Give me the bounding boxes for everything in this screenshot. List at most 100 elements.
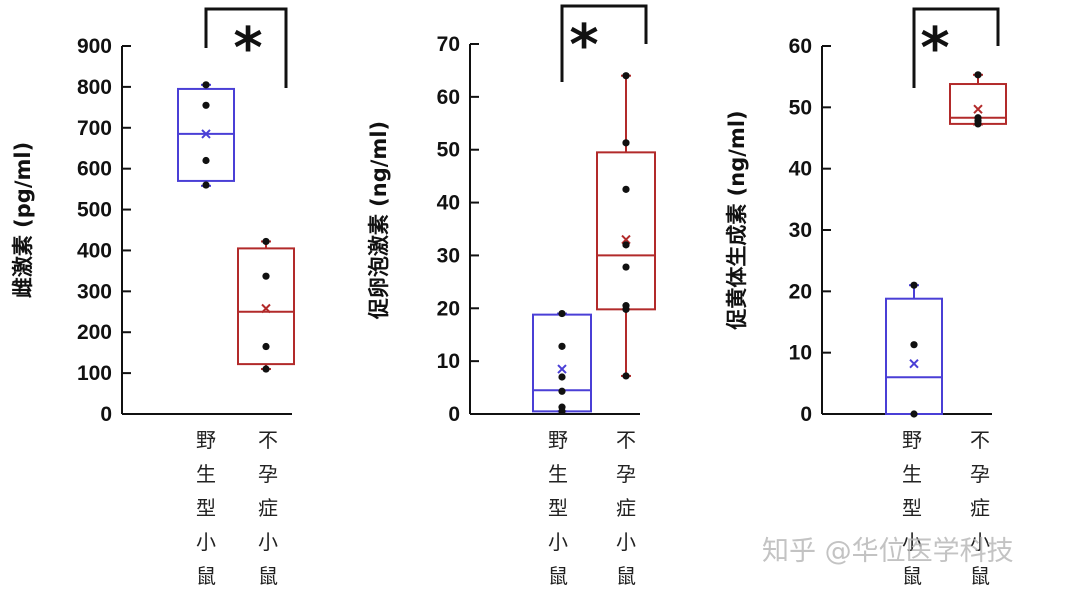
y-tick-label: 50: [437, 139, 460, 162]
data-point: [558, 309, 566, 318]
watermark-text: 知乎 @华位医学科技: [762, 536, 1014, 567]
data-point: [558, 342, 566, 350]
category-label-char: 型: [902, 496, 922, 520]
data-point: [910, 410, 918, 418]
y-tick-label: 40: [789, 158, 812, 181]
y-tick-label: 600: [77, 158, 112, 181]
y-tick-label: 300: [77, 280, 112, 303]
y-tick-label: 0: [100, 403, 112, 426]
y-tick-label: 40: [437, 192, 460, 215]
box: [237, 247, 295, 366]
category-label-char: 症: [258, 496, 278, 520]
box: [596, 151, 656, 311]
data-point: [622, 72, 630, 80]
category-label-char: 鼠: [616, 564, 636, 588]
y-tick-label: 60: [789, 35, 812, 58]
mean-marker: [557, 364, 567, 374]
data-point: [262, 272, 270, 280]
y-tick-label: 100: [77, 362, 112, 385]
category-label-char: 不: [258, 428, 278, 452]
significance-star: *: [920, 16, 949, 81]
category-label-char: 鼠: [196, 564, 216, 588]
y-axis-label: 促卵泡激素 (ng/ml): [367, 121, 391, 320]
y-tick-label: 10: [437, 350, 460, 373]
data-point: [262, 342, 270, 351]
data-point: [974, 71, 982, 79]
significance-star: *: [233, 16, 262, 81]
y-tick-label: 20: [789, 280, 812, 303]
mean-marker: [621, 234, 631, 245]
data-point: [622, 372, 630, 380]
data-point: [910, 281, 918, 289]
series-2: [237, 237, 295, 373]
data-point: [974, 120, 982, 128]
data-point: [262, 237, 270, 246]
data-point: [202, 81, 210, 89]
y-tick-label: 400: [77, 239, 112, 262]
mean-marker: [973, 104, 983, 114]
data-point: [622, 139, 630, 147]
category-label-char: 鼠: [902, 564, 922, 588]
mean-marker: [201, 129, 211, 139]
category-label-char: 小: [970, 530, 990, 554]
category-label-char: 鼠: [548, 564, 568, 588]
y-tick-label: 70: [437, 33, 460, 56]
y-tick-label: 800: [77, 76, 112, 99]
y-axis-label: 促黄体生成素 (ng/ml): [725, 110, 749, 330]
significance-bracket: [912, 7, 1000, 88]
category-label-char: 野: [902, 428, 922, 452]
y-tick-label: 0: [800, 403, 812, 426]
y-tick-label: 10: [789, 342, 812, 365]
category-label-char: 型: [196, 496, 216, 520]
category-label-char: 不: [970, 428, 990, 452]
category-label-char: 小: [548, 530, 568, 554]
series-2: [596, 72, 656, 380]
y-tick-label: 200: [77, 321, 112, 344]
y-tick-label: 60: [437, 86, 460, 109]
y-tick-label: 700: [77, 117, 112, 140]
category-label-char: 孕: [970, 462, 990, 486]
y-axis-label: 雌激素 (pg/ml): [11, 142, 35, 298]
category-label-char: 鼠: [258, 564, 278, 588]
category-label-char: 鼠: [970, 564, 990, 588]
category-label-char: 小: [196, 530, 216, 554]
series-1: [177, 81, 235, 189]
y-tick-label: 30: [437, 244, 460, 267]
series-1: [532, 309, 592, 415]
mean-marker: [909, 358, 919, 369]
chart-panel-1: 0 100 200 300 400 500 600 700 800 900 雌激素 (pg/ml) *…: [11, 7, 295, 588]
y-tick-label: 30: [789, 219, 812, 242]
category-label-char: 小: [616, 530, 636, 554]
data-point: [910, 341, 918, 349]
data-point: [202, 101, 210, 109]
significance-bracket: [560, 4, 648, 82]
mean-marker: [261, 303, 271, 314]
data-point: [622, 263, 630, 271]
category-label-char: 孕: [258, 462, 278, 486]
data-point: [622, 305, 630, 313]
data-point: [262, 365, 270, 373]
significance-bracket: [204, 7, 288, 88]
category-label-char: 不: [616, 428, 636, 452]
y-tick-label: 900: [77, 35, 112, 58]
y-tick-label: 20: [437, 297, 460, 320]
category-label-char: 型: [548, 496, 568, 520]
category-label-char: 症: [616, 496, 636, 520]
category-label-char: 野: [548, 428, 568, 452]
y-tick-label: 500: [77, 199, 112, 222]
data-point: [558, 373, 566, 381]
category-label-char: 生: [548, 462, 568, 486]
category-label-char: 小: [258, 530, 278, 554]
category-label-char: 孕: [616, 462, 636, 486]
significance-star: *: [569, 13, 598, 78]
category-label-char: 野: [196, 428, 216, 452]
data-point: [202, 181, 210, 189]
y-tick-label: 0: [448, 403, 460, 426]
box: [532, 313, 592, 413]
data-point: [558, 407, 566, 415]
y-tick-label: 50: [789, 96, 812, 119]
category-label-char: 生: [196, 462, 216, 486]
